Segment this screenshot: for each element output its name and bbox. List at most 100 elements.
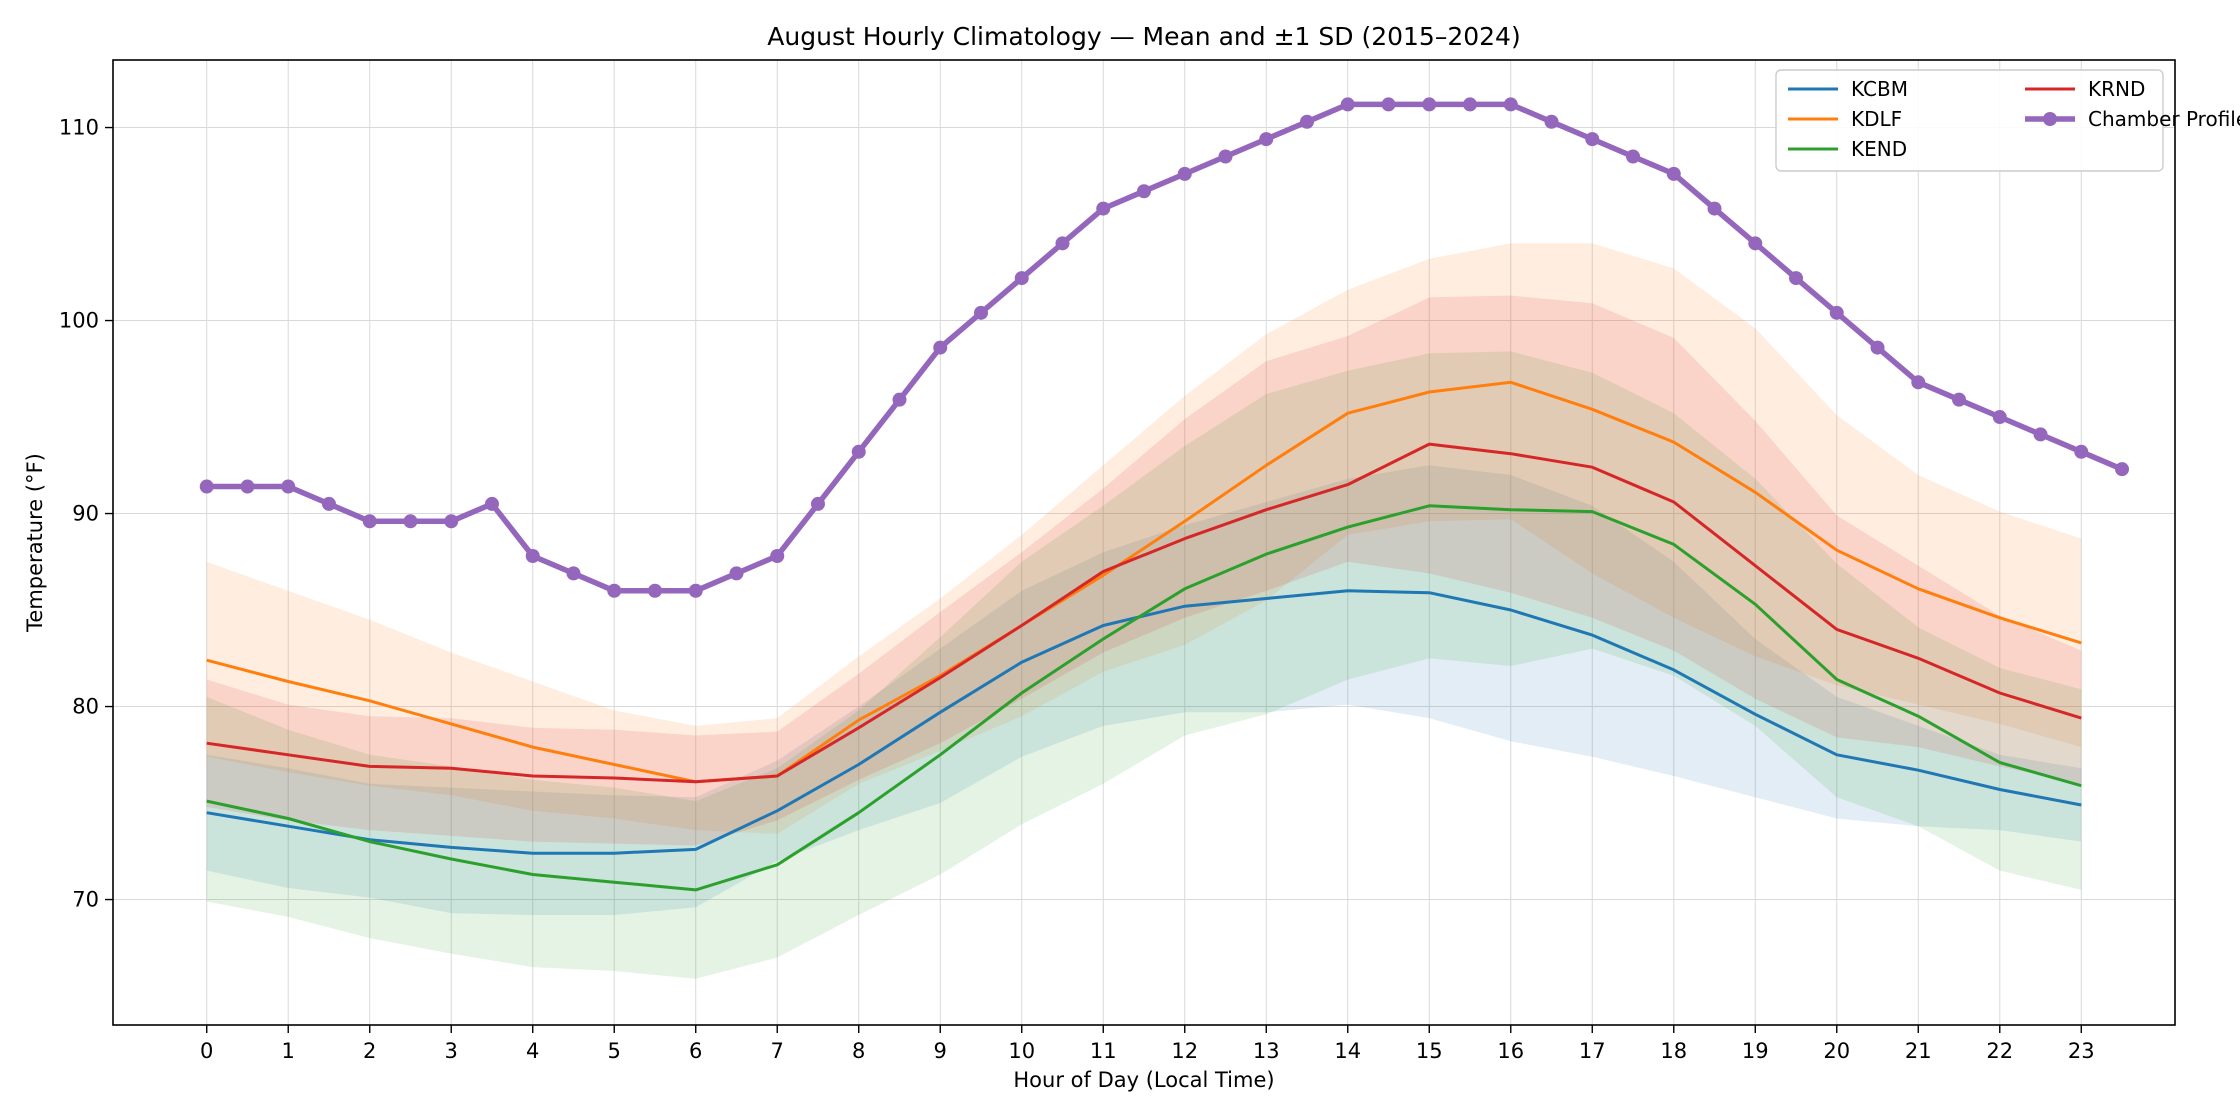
x-axis-label: Hour of Day (Local Time) [1013,1068,1274,1092]
x-tick-label: 23 [2068,1039,2095,1063]
legend-label: KCBM [1851,77,1908,101]
chamber-profile-series [199,97,2130,598]
series-line-krnd [206,442,2082,784]
chamber-profile-point [1870,340,1885,355]
chamber-profile-point [2074,444,2089,459]
chart-title: August Hourly Climatology — Mean and ±1 … [767,22,1520,51]
y-tick-label: 90 [72,502,99,526]
x-tick-label: 0 [200,1039,213,1063]
chamber-profile-point [403,514,418,529]
chamber-profile-point [1218,149,1233,164]
chamber-profile-point [1952,392,1967,407]
chamber-profile-point [1748,236,1763,251]
chamber-profile-point [1177,166,1192,181]
chamber-profile-point [1340,97,1355,112]
chamber-profile-point [1829,305,1844,320]
chamber-profile-point [1096,201,1111,216]
legend-label: KEND [1851,137,1907,161]
x-axis-ticks: 0 1 2 3 4 5 6 7 8 9 10 11 12 13 14 15 16 17 18 19 20 21 22 23 [200,1025,2095,1063]
x-tick-label: 4 [526,1039,539,1063]
x-tick-label: 21 [1905,1039,1932,1063]
chamber-profile-point [199,479,214,494]
series-line-kdlf [206,380,2082,784]
series-line-kend [206,504,2082,892]
chamber-profile-point [1014,271,1029,286]
x-tick-label: 3 [445,1039,458,1063]
chamber-profile-point [2115,462,2130,477]
x-tick-label: 19 [1742,1039,1769,1063]
chamber-profile-point [1381,97,1396,112]
y-axis-ticks: 70 80 90 100 110 [59,116,113,912]
chamber-profile-point [1300,114,1315,129]
x-tick-label: 18 [1660,1039,1687,1063]
sd-band-kdlf [206,243,2082,834]
chamber-profile-point [1259,132,1274,147]
chamber-profile-point [281,479,296,494]
chamber-profile-point [729,566,744,581]
x-tick-label: 15 [1416,1039,1443,1063]
chamber-profile-point [1463,97,1478,112]
chamber-profile-point [1503,97,1518,112]
chamber-profile-line [206,101,2124,594]
series-lines [206,380,2082,892]
sd-band-krnd [206,295,2082,846]
x-tick-label: 16 [1497,1039,1524,1063]
sd-bands [206,243,2082,979]
legend-label: KDLF [1851,107,1902,131]
legend-box [1775,69,2164,172]
chamber-profile-point [1422,97,1437,112]
x-tick-label: 20 [1823,1039,1850,1063]
chamber-profile-point [362,514,377,529]
x-tick-label: 8 [852,1039,865,1063]
chamber-profile-point [933,340,948,355]
chamber-profile-point [607,583,622,598]
x-tick-label: 11 [1090,1039,1117,1063]
x-tick-label: 10 [1008,1039,1035,1063]
x-tick-label: 12 [1171,1039,1198,1063]
plot-frame [112,59,2176,1026]
chamber-profile-point [892,392,907,407]
x-tick-label: 13 [1253,1039,1280,1063]
chamber-profile-point [566,566,581,581]
y-tick-label: 70 [72,888,99,912]
chamber-profile-point [1544,114,1559,129]
chamber-profile-point [770,549,785,564]
chamber-profile-point [1992,410,2007,425]
x-tick-label: 1 [282,1039,295,1063]
chamber-profile-point [810,496,825,511]
x-tick-label: 17 [1579,1039,1606,1063]
chamber-profile-point [2033,427,2048,442]
x-tick-label: 2 [363,1039,376,1063]
legend: KCBM KDLF KEND KRND Chamber Profile [1775,69,2240,172]
y-tick-label: 110 [59,116,99,140]
chamber-profile-point [973,305,988,320]
y-axis-label: Temperature (°F) [23,453,47,633]
x-tick-label: 14 [1334,1039,1361,1063]
chamber-profile-point [525,549,540,564]
chamber-profile-point [1626,149,1641,164]
chamber-profile-point [484,496,499,511]
chamber-profile-point [1707,201,1722,216]
x-tick-label: 6 [689,1039,702,1063]
sd-band-kend [206,351,2082,979]
chamber-profile-point [240,479,255,494]
x-tick-label: 9 [934,1039,947,1063]
chamber-profile-point [1911,375,1926,390]
y-tick-label: 100 [59,309,99,333]
chamber-profile-point [1585,132,1600,147]
legend-label: Chamber Profile [2088,107,2240,131]
x-tick-label: 22 [1986,1039,2013,1063]
x-tick-label: 5 [608,1039,621,1063]
chamber-profile-point [321,496,336,511]
grid [113,60,2175,1025]
chamber-profile-point [1789,271,1804,286]
legend-label: KRND [2088,77,2145,101]
legend-marker [2043,112,2057,126]
series-line-kcbm [206,589,2082,855]
chamber-profile-point [688,583,703,598]
chamber-profile-point [444,514,459,529]
chamber-profile-point [1137,184,1151,199]
y-tick-label: 80 [72,695,99,719]
